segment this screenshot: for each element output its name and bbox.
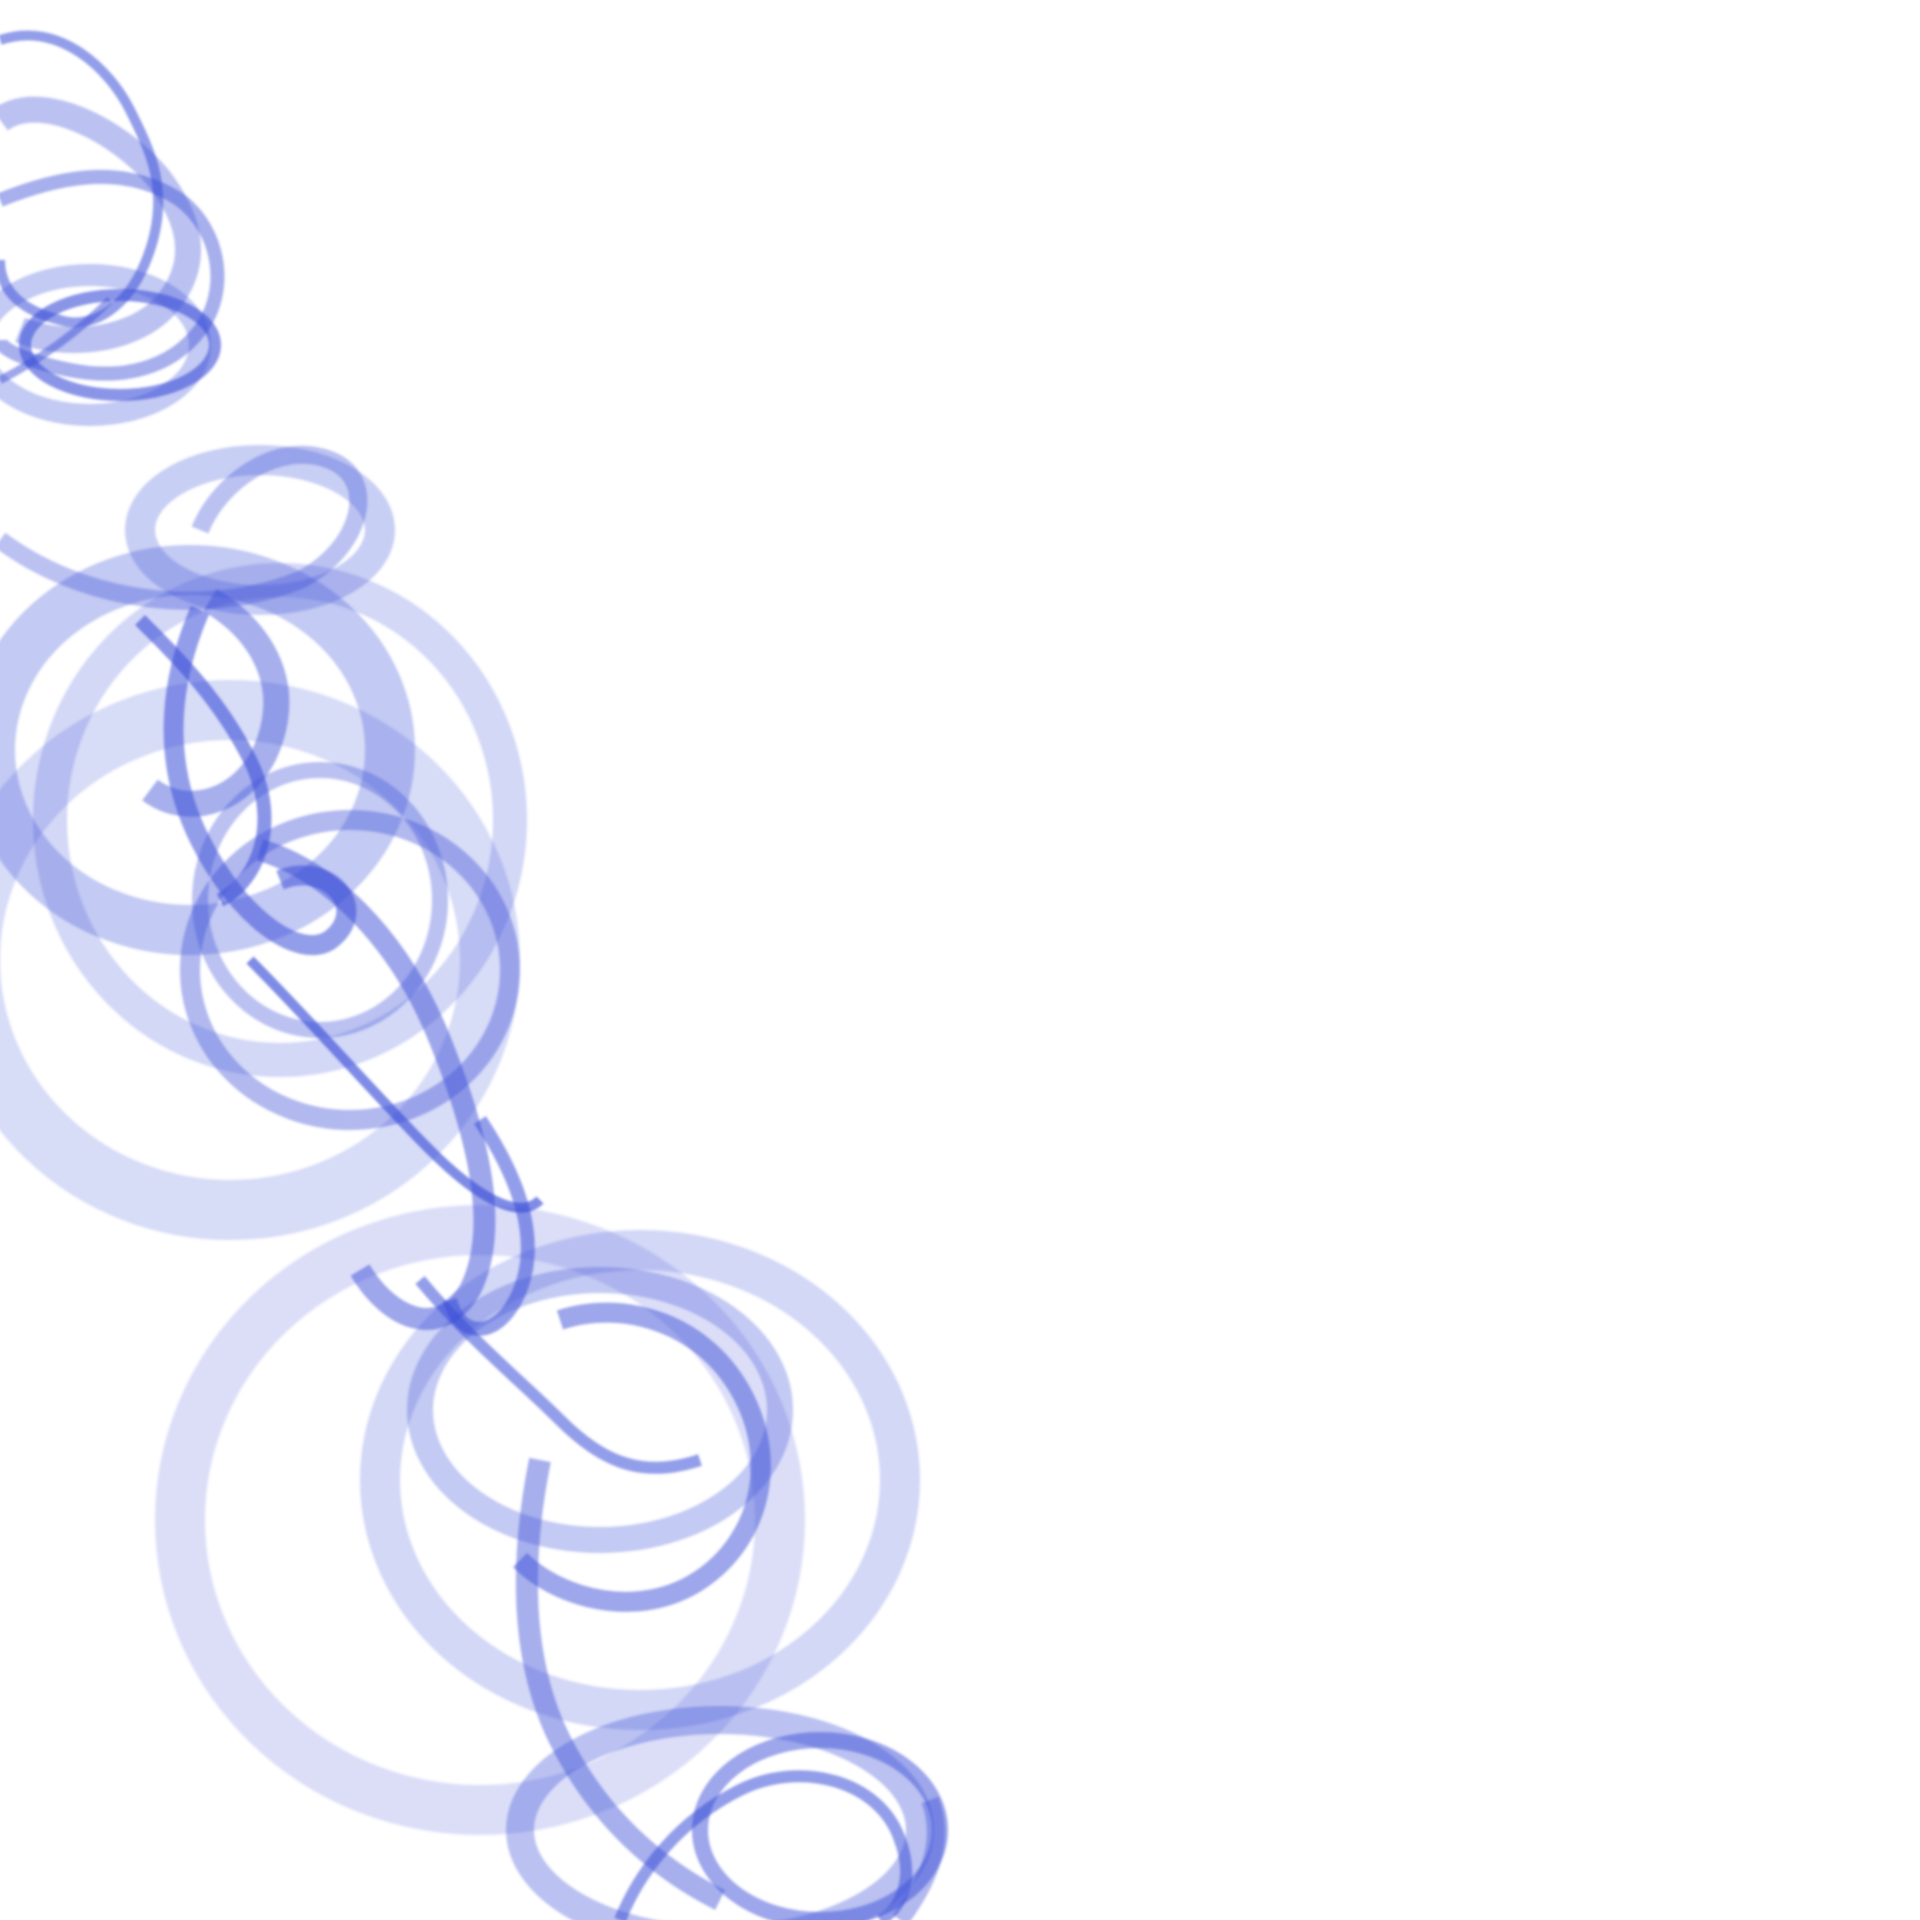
top-smoke-plume xyxy=(0,30,225,426)
middle-smoke-swirls xyxy=(0,445,544,1336)
lower-smoke-rings xyxy=(155,1205,948,1920)
